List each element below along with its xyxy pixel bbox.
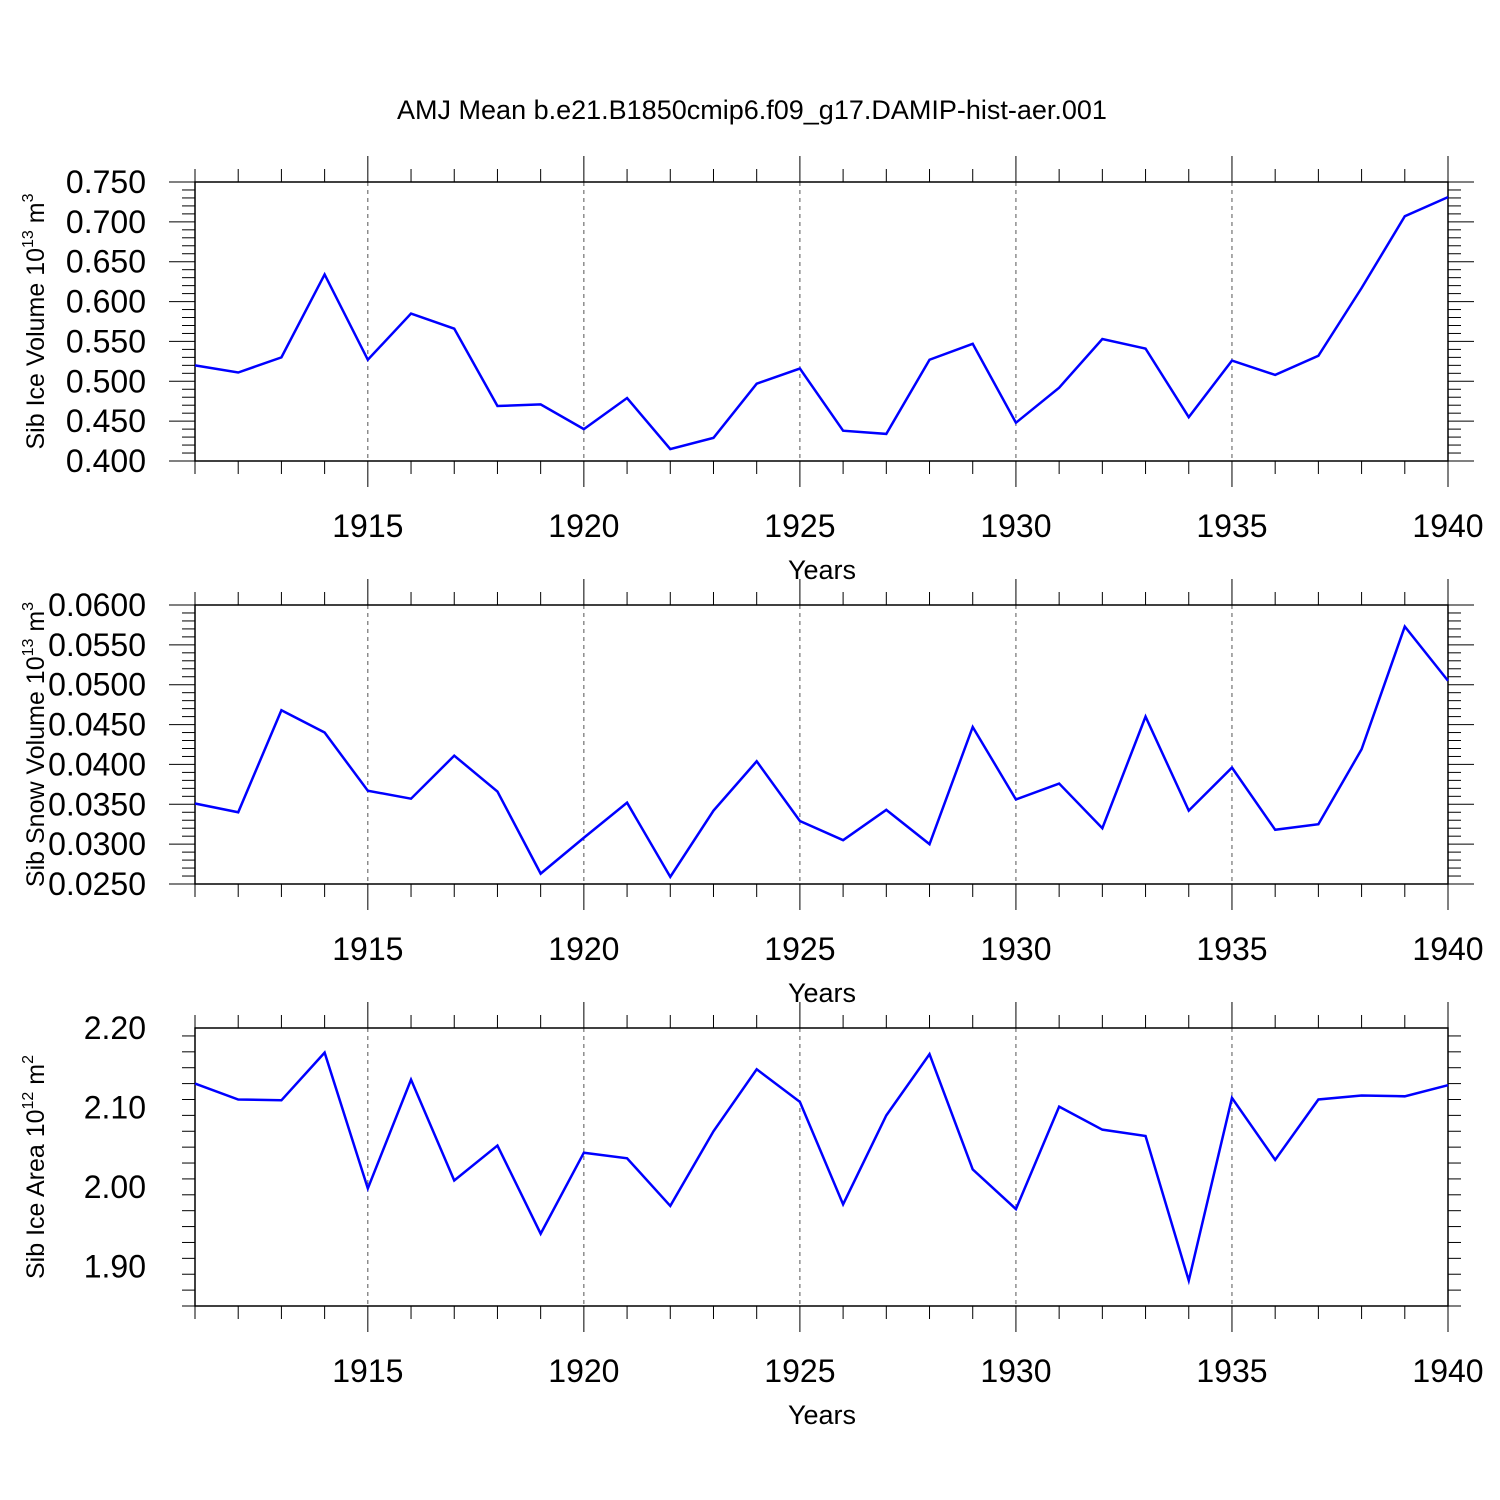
plot-frame bbox=[194, 1027, 1449, 1307]
x-tick-label: 1935 bbox=[1196, 1353, 1267, 1389]
x-tick-label: 1940 bbox=[1412, 1353, 1483, 1389]
series-line bbox=[194, 1050, 1449, 1286]
y-tick-label: 0.650 bbox=[66, 244, 146, 280]
x-tick-label: 1915 bbox=[332, 508, 403, 544]
y-tick-label: 0.0300 bbox=[48, 826, 146, 862]
x-axis-label: Years bbox=[788, 1400, 856, 1430]
x-tick-label: 1940 bbox=[1412, 931, 1483, 967]
plot-frame bbox=[194, 604, 1449, 885]
y-tick-label: 2.20 bbox=[84, 1010, 146, 1046]
y-tick-label: 0.450 bbox=[66, 403, 146, 439]
y-tick-label: 0.0550 bbox=[48, 627, 146, 663]
y-axis-label: Sib Ice Area 1012 m2 bbox=[20, 1055, 50, 1279]
y-tick-label: 0.0250 bbox=[48, 866, 146, 902]
x-tick-label: 1930 bbox=[980, 508, 1051, 544]
x-tick-label: 1935 bbox=[1196, 931, 1267, 967]
y-tick-label: 1.90 bbox=[84, 1248, 146, 1284]
y-tick-label: 0.0600 bbox=[48, 587, 146, 623]
series-line bbox=[194, 623, 1449, 880]
x-tick-label: 1915 bbox=[332, 1353, 403, 1389]
y-tick-label: 0.400 bbox=[66, 443, 146, 479]
y-tick-label: 0.0450 bbox=[48, 707, 146, 743]
x-tick-label: 1940 bbox=[1412, 508, 1483, 544]
plot-frame bbox=[194, 181, 1449, 462]
y-tick-label: 0.550 bbox=[66, 323, 146, 359]
series-line bbox=[194, 196, 1449, 451]
y-axis-label: Sib Snow Volume 1013 m3 bbox=[20, 602, 50, 887]
x-tick-label: 1920 bbox=[548, 931, 619, 967]
y-tick-label: 0.0500 bbox=[48, 667, 146, 703]
x-tick-label: 1930 bbox=[980, 931, 1051, 967]
x-tick-label: 1920 bbox=[548, 1353, 619, 1389]
x-tick-label: 1925 bbox=[764, 1353, 835, 1389]
x-axis-label: Years bbox=[788, 555, 856, 585]
y-tick-label: 0.750 bbox=[66, 164, 146, 200]
y-tick-label: 0.500 bbox=[66, 363, 146, 399]
x-tick-label: 1920 bbox=[548, 508, 619, 544]
x-tick-label: 1930 bbox=[980, 1353, 1051, 1389]
y-axis-label: Sib Ice Volume 1013 m3 bbox=[20, 193, 50, 449]
y-tick-label: 0.700 bbox=[66, 204, 146, 240]
x-tick-label: 1915 bbox=[332, 931, 403, 967]
x-tick-label: 1935 bbox=[1196, 508, 1267, 544]
panel-3: 1.90 2.00 2.10 2.20 1915 1920 1925 1930 1935 1940… bbox=[20, 1002, 1484, 1430]
chart-title: AMJ Mean b.e21.B1850cmip6.f09_g17.DAMIP-… bbox=[397, 95, 1107, 125]
x-tick-label: 1925 bbox=[764, 931, 835, 967]
x-tick-label: 1925 bbox=[764, 508, 835, 544]
y-tick-label: 0.600 bbox=[66, 284, 146, 320]
y-tick-label: 0.0350 bbox=[48, 786, 146, 822]
y-tick-label: 2.10 bbox=[84, 1089, 146, 1125]
y-tick-label: 0.0400 bbox=[48, 746, 146, 782]
x-axis-label: Years bbox=[788, 978, 856, 1008]
y-tick-label: 2.00 bbox=[84, 1169, 146, 1205]
